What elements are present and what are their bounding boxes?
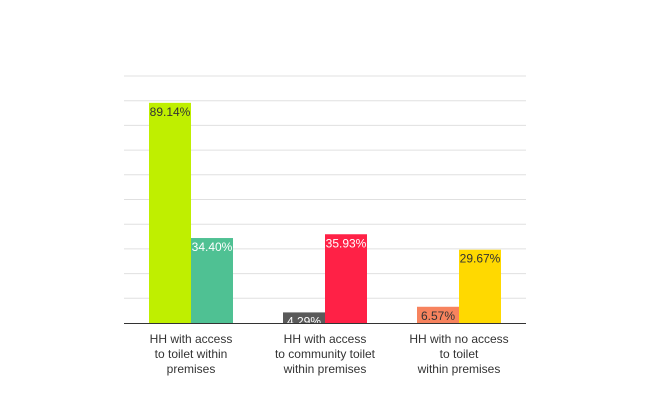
- category-label-line: HH with no access: [409, 332, 508, 346]
- bar: [283, 312, 325, 323]
- x-axis: HH with access to toilet within premisesHH…: [124, 323, 526, 376]
- category-label-line: premises: [167, 362, 216, 376]
- bar: [325, 234, 367, 323]
- bars: [149, 102, 501, 323]
- bar-value-label: 4.29%: [287, 314, 321, 328]
- category-label-line: to toilet within: [155, 347, 228, 361]
- bar-value-label: 34.40%: [192, 240, 233, 254]
- category-label-line: HH with access: [150, 332, 233, 346]
- bar-value-label: 29.67%: [460, 252, 501, 266]
- category-label-line: HH with access: [284, 332, 367, 346]
- category-label-line: to toilet: [440, 347, 479, 361]
- category-label: HH with access to toilet within premises: [150, 332, 233, 376]
- category-label: HH with access to community toilet within …: [275, 332, 376, 376]
- bar: [191, 238, 233, 323]
- bar: [459, 249, 501, 323]
- value-labels: 89.14% 34.40% 4.29% 35.93% 6.57% 29.67%: [150, 105, 501, 329]
- category-label-line: within premises: [283, 362, 367, 376]
- bar-value-label: 89.14%: [150, 105, 191, 119]
- bar: [417, 306, 459, 323]
- bar-value-label: 35.93%: [326, 236, 367, 250]
- category-label-line: within premises: [417, 362, 501, 376]
- category-label-line: to community toilet: [275, 347, 376, 361]
- bar: [149, 102, 191, 323]
- bar-value-label: 6.57%: [421, 309, 455, 323]
- category-label: HH with no access to toilet within premise…: [409, 332, 508, 376]
